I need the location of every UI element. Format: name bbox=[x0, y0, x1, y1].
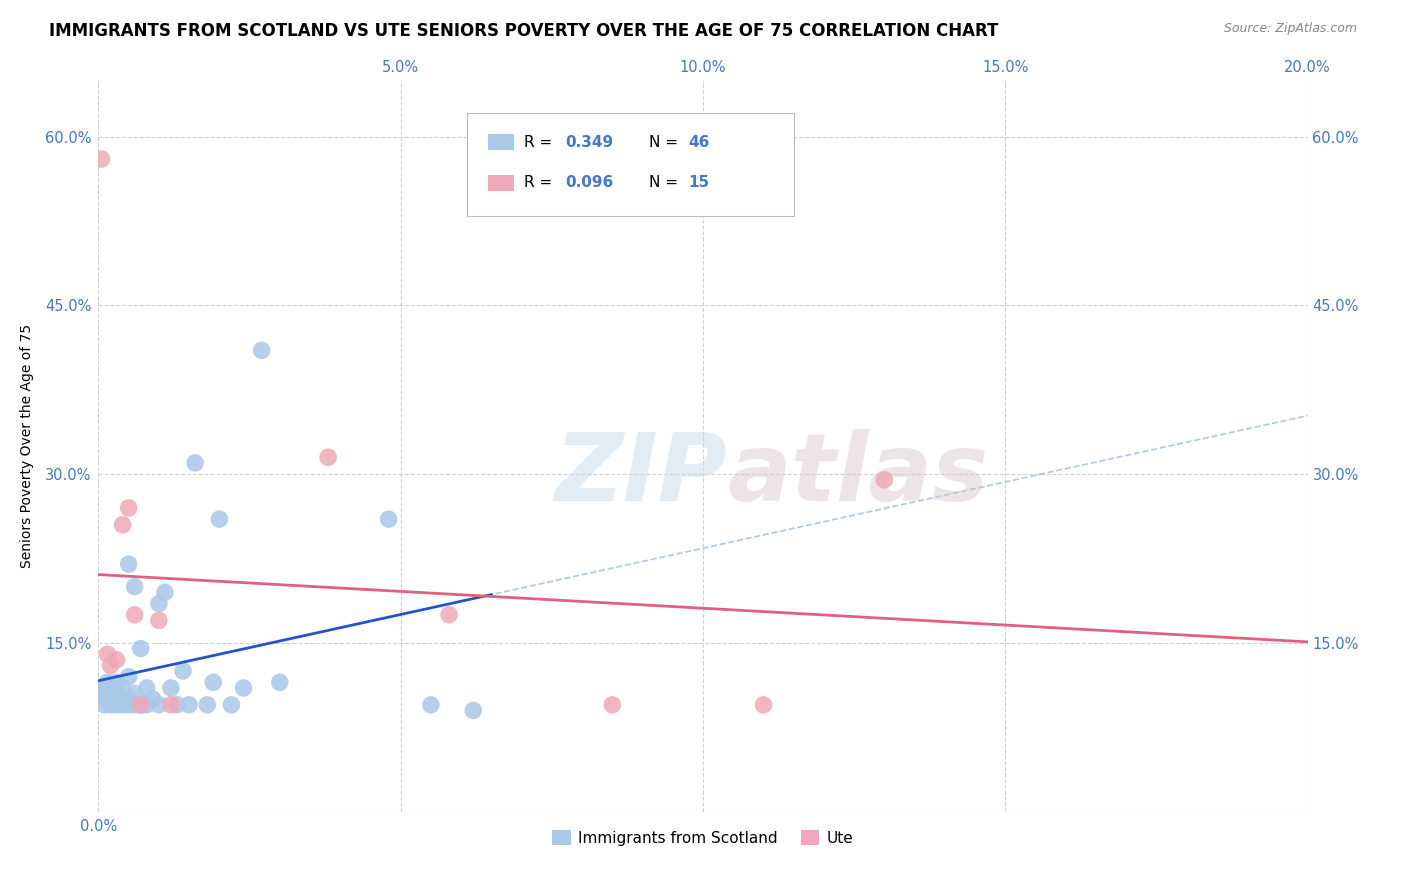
Text: 0.349: 0.349 bbox=[565, 135, 613, 150]
Point bbox=[752, 698, 775, 712]
Point bbox=[232, 681, 254, 695]
FancyBboxPatch shape bbox=[467, 113, 793, 216]
Point bbox=[100, 658, 122, 673]
Text: Source: ZipAtlas.com: Source: ZipAtlas.com bbox=[1223, 22, 1357, 36]
Text: 15: 15 bbox=[689, 175, 710, 190]
Point bbox=[437, 607, 460, 622]
Point bbox=[135, 698, 157, 712]
Point bbox=[420, 698, 443, 712]
Point bbox=[250, 343, 273, 358]
Point bbox=[602, 698, 624, 712]
Text: N =: N = bbox=[648, 135, 682, 150]
Point bbox=[100, 698, 122, 712]
Point bbox=[118, 557, 141, 571]
Point bbox=[463, 703, 485, 717]
Point bbox=[195, 698, 218, 712]
Point bbox=[160, 698, 183, 712]
Point bbox=[93, 692, 115, 706]
Point bbox=[129, 641, 152, 656]
Point bbox=[105, 653, 128, 667]
Point bbox=[124, 580, 146, 594]
Point bbox=[208, 512, 231, 526]
Text: 0.096: 0.096 bbox=[565, 175, 613, 190]
Point bbox=[160, 681, 183, 695]
Point bbox=[166, 698, 188, 712]
Point bbox=[135, 681, 157, 695]
Point bbox=[148, 698, 170, 712]
Point bbox=[124, 698, 146, 712]
Point bbox=[100, 692, 122, 706]
Point bbox=[90, 687, 112, 701]
Point bbox=[118, 670, 141, 684]
Point bbox=[105, 692, 128, 706]
Point bbox=[93, 698, 115, 712]
Text: N =: N = bbox=[648, 175, 682, 190]
Text: 46: 46 bbox=[689, 135, 710, 150]
Point bbox=[111, 692, 134, 706]
Text: R =: R = bbox=[524, 135, 557, 150]
Text: R =: R = bbox=[524, 175, 557, 190]
Point bbox=[129, 698, 152, 712]
Point bbox=[153, 585, 176, 599]
Text: IMMIGRANTS FROM SCOTLAND VS UTE SENIORS POVERTY OVER THE AGE OF 75 CORRELATION C: IMMIGRANTS FROM SCOTLAND VS UTE SENIORS … bbox=[49, 22, 998, 40]
Point bbox=[93, 681, 115, 695]
Text: atlas: atlas bbox=[727, 429, 988, 521]
Point bbox=[118, 692, 141, 706]
Y-axis label: Seniors Poverty Over the Age of 75: Seniors Poverty Over the Age of 75 bbox=[20, 324, 34, 568]
Point bbox=[179, 698, 201, 712]
Point bbox=[316, 450, 339, 465]
Point bbox=[221, 698, 243, 712]
Point bbox=[96, 647, 118, 661]
Point bbox=[377, 512, 399, 526]
Legend: Immigrants from Scotland, Ute: Immigrants from Scotland, Ute bbox=[547, 823, 859, 852]
FancyBboxPatch shape bbox=[488, 175, 515, 191]
Point bbox=[124, 607, 146, 622]
Point bbox=[184, 456, 207, 470]
Point bbox=[96, 675, 118, 690]
Point bbox=[111, 698, 134, 712]
Point bbox=[172, 664, 194, 678]
Point bbox=[111, 517, 134, 532]
Point bbox=[118, 698, 141, 712]
Point bbox=[148, 614, 170, 628]
Point bbox=[142, 692, 165, 706]
FancyBboxPatch shape bbox=[488, 135, 515, 151]
Point bbox=[105, 698, 128, 712]
Point bbox=[148, 597, 170, 611]
Point bbox=[100, 687, 122, 701]
Point bbox=[873, 473, 896, 487]
Point bbox=[269, 675, 291, 690]
Point bbox=[118, 500, 141, 515]
Point bbox=[100, 681, 122, 695]
Text: ZIP: ZIP bbox=[554, 429, 727, 521]
Point bbox=[111, 681, 134, 695]
Point bbox=[90, 152, 112, 166]
Point bbox=[124, 687, 146, 701]
Point bbox=[105, 675, 128, 690]
Point bbox=[129, 698, 152, 712]
Point bbox=[202, 675, 225, 690]
Point bbox=[105, 687, 128, 701]
